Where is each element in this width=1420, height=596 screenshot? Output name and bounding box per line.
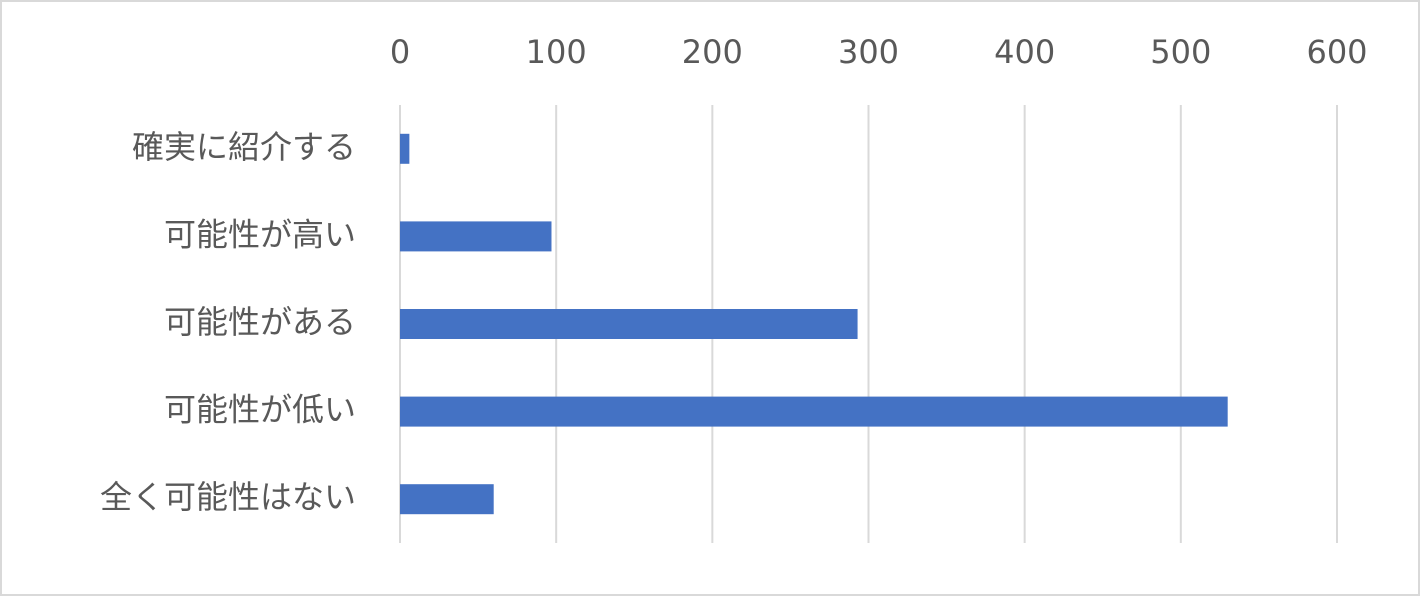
x-tick-label: 600	[1306, 33, 1367, 71]
x-tick-label: 100	[526, 33, 587, 71]
x-tick-label: 300	[838, 33, 899, 71]
bar	[400, 221, 552, 252]
bar	[400, 309, 858, 339]
bar	[400, 133, 410, 164]
x-tick-label: 200	[682, 33, 743, 71]
y-tick-label: 可能性が高い	[164, 215, 356, 253]
x-tick-label: 0	[390, 33, 410, 71]
y-tick-label: 確実に紹介する	[132, 128, 356, 166]
bar	[400, 396, 1228, 427]
y-tick-label: 可能性がある	[164, 303, 356, 341]
y-tick-label: 可能性が低い	[164, 391, 356, 429]
y-tick-label: 全く可能性はない	[100, 478, 356, 516]
x-tick-label: 400	[994, 33, 1055, 71]
x-tick-label: 500	[1150, 33, 1211, 71]
bar	[400, 484, 494, 515]
